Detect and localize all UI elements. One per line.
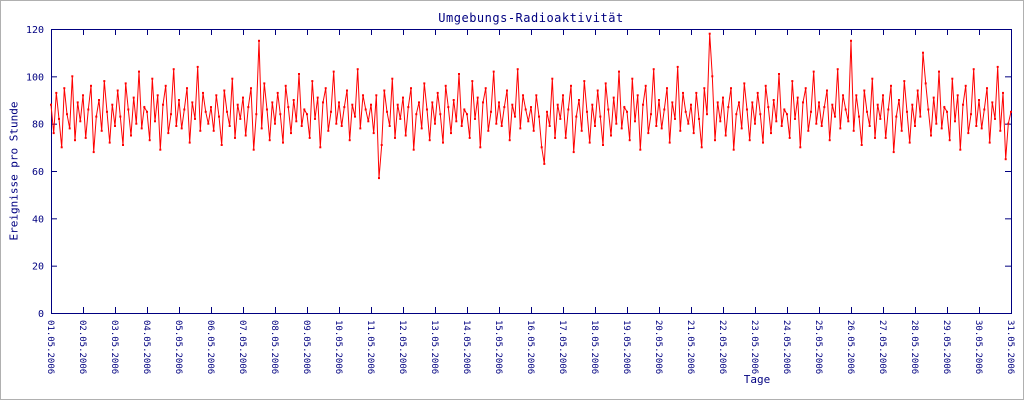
svg-text:01.05.2006: 01.05.2006 bbox=[45, 320, 55, 374]
svg-text:02.05.2006: 02.05.2006 bbox=[77, 320, 87, 374]
svg-text:08.05.2006: 08.05.2006 bbox=[269, 320, 279, 374]
radioactivity-series-line bbox=[50, 33, 1012, 179]
x-axis-ticks bbox=[51, 29, 1012, 313]
y-axis-ticks bbox=[51, 29, 1011, 314]
svg-text:12.05.2006: 12.05.2006 bbox=[397, 320, 407, 374]
svg-text:24.05.2006: 24.05.2006 bbox=[781, 320, 791, 374]
svg-text:20: 20 bbox=[32, 262, 44, 273]
svg-text:15.05.2006: 15.05.2006 bbox=[493, 320, 503, 374]
svg-text:10.05.2006: 10.05.2006 bbox=[333, 320, 343, 374]
svg-text:0: 0 bbox=[38, 309, 44, 320]
svg-text:20.05.2006: 20.05.2006 bbox=[653, 320, 663, 374]
svg-text:120: 120 bbox=[26, 25, 44, 36]
svg-text:23.05.2006: 23.05.2006 bbox=[749, 320, 759, 374]
svg-text:30.05.2006: 30.05.2006 bbox=[973, 320, 983, 374]
svg-text:06.05.2006: 06.05.2006 bbox=[205, 320, 215, 374]
svg-text:16.05.2006: 16.05.2006 bbox=[525, 320, 535, 374]
svg-text:13.05.2006: 13.05.2006 bbox=[429, 320, 439, 374]
svg-text:27.05.2006: 27.05.2006 bbox=[877, 320, 887, 374]
svg-text:40: 40 bbox=[32, 214, 44, 225]
y-axis-tick-labels: 0 20 40 60 80 100 120 bbox=[26, 25, 44, 320]
svg-text:07.05.2006: 07.05.2006 bbox=[237, 320, 247, 374]
svg-text:18.05.2006: 18.05.2006 bbox=[589, 320, 599, 374]
svg-text:29.05.2006: 29.05.2006 bbox=[941, 320, 951, 374]
svg-text:21.05.2006: 21.05.2006 bbox=[685, 320, 695, 374]
svg-text:31.05.2006: 31.05.2006 bbox=[1005, 320, 1015, 374]
svg-text:03.05.2006: 03.05.2006 bbox=[109, 320, 119, 374]
svg-text:80: 80 bbox=[32, 120, 44, 131]
chart-title: Umgebungs-Radioaktivität bbox=[438, 11, 624, 25]
svg-text:04.05.2006: 04.05.2006 bbox=[141, 320, 151, 374]
svg-text:09.05.2006: 09.05.2006 bbox=[301, 320, 311, 374]
svg-text:25.05.2006: 25.05.2006 bbox=[813, 320, 823, 374]
radioactivity-series-points bbox=[50, 32, 1012, 180]
svg-text:22.05.2006: 22.05.2006 bbox=[717, 320, 727, 374]
svg-text:28.05.2006: 28.05.2006 bbox=[909, 320, 919, 374]
x-axis-tick-labels: 01.05.2006 02.05.2006 03.05.2006 04.05.2006… bbox=[45, 320, 1015, 374]
svg-text:14.05.2006: 14.05.2006 bbox=[461, 320, 471, 374]
x-axis-label: Tage bbox=[743, 373, 771, 386]
svg-text:60: 60 bbox=[32, 167, 44, 178]
svg-text:11.05.2006: 11.05.2006 bbox=[365, 320, 375, 374]
svg-text:26.05.2006: 26.05.2006 bbox=[845, 320, 855, 374]
svg-text:19.05.2006: 19.05.2006 bbox=[621, 320, 631, 374]
svg-text:100: 100 bbox=[26, 72, 44, 83]
svg-text:05.05.2006: 05.05.2006 bbox=[173, 320, 183, 374]
svg-text:17.05.2006: 17.05.2006 bbox=[557, 320, 567, 374]
plot-frame bbox=[51, 29, 1012, 314]
